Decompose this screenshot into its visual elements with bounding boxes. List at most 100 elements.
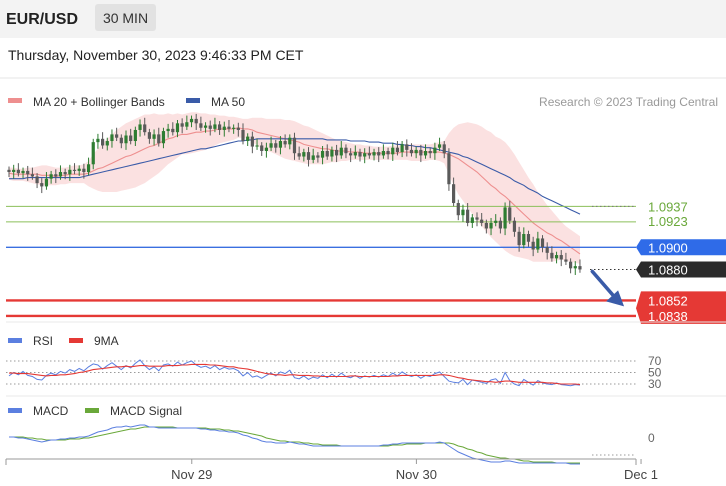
candle-body	[35, 176, 39, 184]
candle-body	[569, 261, 573, 269]
candle-body	[288, 137, 292, 145]
candle-body	[185, 122, 189, 127]
candle-body	[554, 255, 559, 259]
rsi-9ma-line	[9, 363, 581, 386]
candle-body	[540, 238, 545, 248]
candle-body	[7, 169, 11, 173]
candle-body	[124, 135, 128, 144]
price-label: 1.0937	[648, 199, 688, 214]
candle-body	[138, 124, 142, 130]
candle-body	[86, 164, 91, 173]
candle-body	[171, 128, 175, 133]
candle-body	[12, 169, 16, 173]
candle-body	[30, 174, 34, 177]
macd-line	[9, 424, 580, 465]
candle-body	[498, 220, 502, 229]
macd-legend-label: MACD	[33, 404, 69, 418]
candle-body	[466, 209, 470, 223]
candle-body	[246, 136, 250, 142]
time-tick-label: Nov 29	[171, 467, 212, 482]
candle-body	[522, 234, 526, 246]
candle-body	[437, 144, 442, 148]
candle-body	[447, 153, 451, 185]
candle-body	[297, 153, 301, 157]
candle-body	[274, 143, 278, 148]
candle-body	[101, 138, 105, 146]
price-label: 1.0900	[648, 240, 688, 255]
credit-label: Research © 2023 Trading Central	[539, 95, 718, 109]
candle-body	[531, 241, 535, 250]
candle-body	[119, 137, 123, 144]
candle-body	[480, 219, 484, 223]
candle-body	[44, 178, 49, 187]
price-label: 1.0852	[648, 293, 688, 308]
bollinger-band-area	[9, 112, 580, 264]
candle-body	[133, 129, 137, 142]
candle-body	[526, 234, 531, 242]
candle-body	[442, 144, 446, 154]
macd-legend-label: MACD Signal	[110, 404, 182, 418]
legend-swatch	[8, 98, 22, 103]
candle-body	[508, 207, 512, 221]
candle-body	[180, 123, 184, 127]
projection-arrow-line	[590, 269, 616, 299]
candle-body	[545, 247, 549, 253]
candle-body	[227, 126, 231, 129]
candle-body	[302, 152, 306, 157]
candle-body	[152, 134, 156, 139]
macd-zero-label: 0	[648, 431, 655, 445]
candle-body	[40, 183, 44, 187]
candle-body	[494, 220, 498, 223]
time-tick-label: Nov 30	[396, 467, 437, 482]
candle-body	[452, 184, 456, 204]
price-label: 1.0923	[648, 214, 688, 229]
candle-body	[68, 169, 72, 175]
candle-body	[49, 174, 53, 179]
candle-body	[21, 170, 25, 174]
candle-body	[115, 134, 119, 138]
candle-body	[129, 135, 133, 142]
candle-body	[232, 127, 236, 129]
candle-body	[166, 128, 170, 132]
candle-body	[283, 141, 287, 145]
candle-body	[203, 125, 208, 128]
price-label: 1.0880	[648, 262, 688, 277]
candle-body	[72, 169, 77, 171]
candle-body	[470, 217, 474, 223]
candle-body	[264, 147, 268, 151]
rsi-legend-swatch	[8, 338, 22, 343]
candle-body	[161, 131, 166, 144]
candle-body	[372, 152, 376, 156]
candle-body	[325, 150, 329, 157]
macd-legend-swatch	[8, 408, 22, 413]
candle-body	[218, 124, 222, 130]
candle-body	[189, 118, 194, 123]
candle-body	[391, 147, 395, 155]
candle-body	[461, 209, 465, 216]
legend-label: MA 20 + Bollinger Bands	[33, 95, 165, 109]
candle-body	[423, 150, 428, 156]
candle-body	[306, 152, 311, 160]
candle-body	[358, 152, 362, 157]
rsi-legend-label: RSI	[33, 334, 53, 348]
candle-body	[110, 134, 114, 142]
candle-body	[269, 143, 273, 148]
candle-body	[260, 145, 264, 151]
rsi-level-label: 30	[648, 377, 662, 391]
candle-body	[236, 127, 240, 130]
candle-body	[433, 147, 437, 154]
candle-body	[339, 147, 343, 156]
candle-body	[222, 126, 226, 130]
candle-body	[330, 149, 334, 157]
candle-body	[550, 252, 554, 259]
legend-label: MA 50	[211, 95, 245, 109]
candle-body	[255, 145, 259, 147]
candle-body	[409, 149, 414, 154]
candle-body	[292, 137, 297, 154]
candle-body	[484, 222, 488, 229]
candle-body	[311, 155, 315, 160]
candle-body	[517, 231, 521, 246]
candle-body	[316, 155, 320, 158]
rsi-level-label: 50	[648, 366, 662, 380]
